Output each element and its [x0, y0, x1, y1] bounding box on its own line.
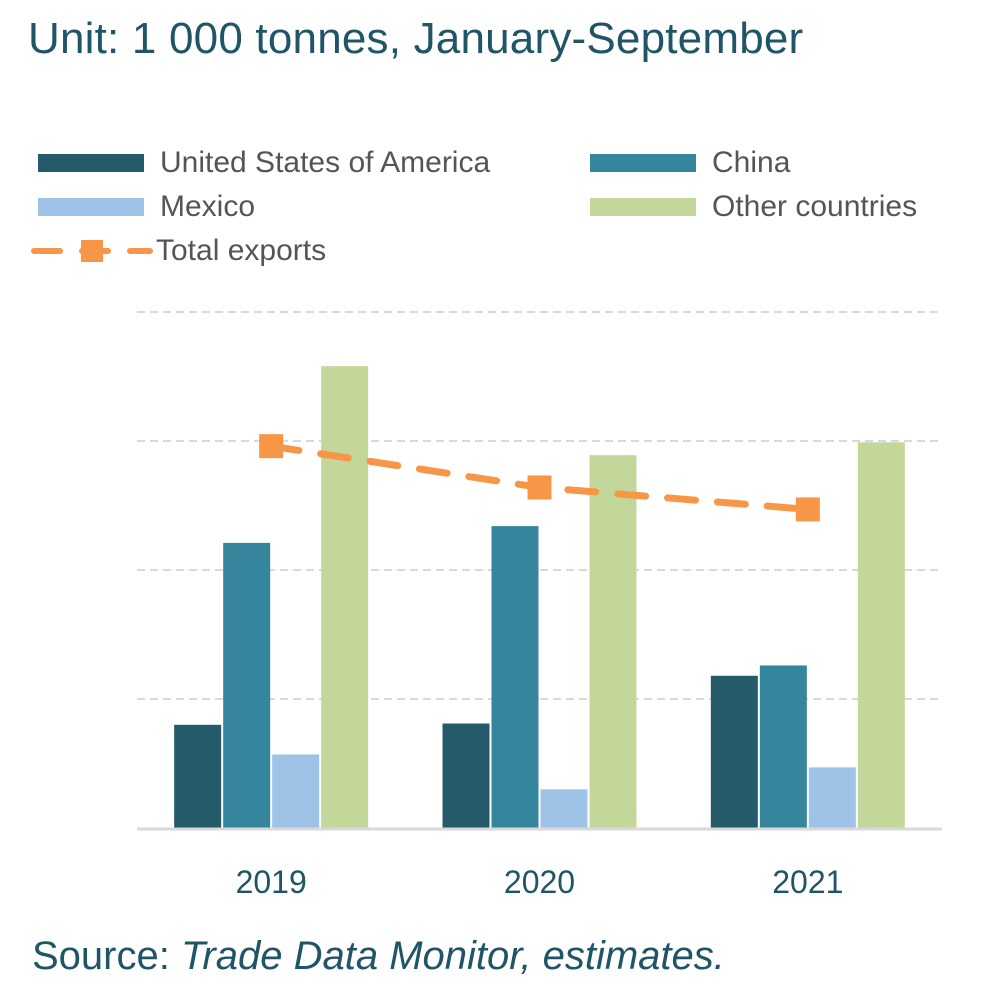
legend-swatch-other	[590, 198, 696, 216]
bar-usa-2019	[174, 724, 222, 828]
total-exports-marker-2019	[259, 434, 284, 459]
bar-china-2021	[759, 665, 807, 828]
x-tick-label-2021: 2021	[772, 864, 843, 900]
legend-item-total: Total exports	[30, 234, 326, 268]
source-prefix: Source:	[32, 934, 181, 978]
chart-title: Unit: 1 000 tonnes, January-September	[28, 14, 804, 63]
bar-china-2019	[223, 542, 271, 828]
legend-item-usa: United States of America	[38, 146, 490, 180]
source-text: Trade Data Monitor, estimates.	[180, 934, 725, 978]
bar-mexico-2021	[808, 767, 856, 828]
legend-item-china: China	[590, 146, 790, 180]
bar-china-2020	[491, 526, 539, 828]
bar-usa-2021	[710, 675, 758, 828]
total-exports-marker-2020	[527, 475, 552, 500]
x-tick-label-2019: 2019	[236, 864, 307, 900]
bar-mexico-2020	[540, 789, 588, 828]
legend-label-china: China	[712, 146, 791, 179]
x-tick-label-2020: 2020	[504, 864, 575, 900]
bars	[174, 366, 905, 828]
total-exports-marker-2021	[795, 497, 820, 522]
bar-other-2020	[589, 455, 637, 828]
legend-swatch-usa	[38, 154, 144, 172]
x-tick-labels: 2019 2020 2021	[236, 864, 844, 900]
legend-swatch-total	[31, 240, 153, 262]
legend-item-mexico: Mexico	[38, 190, 255, 224]
total-exports-line	[259, 434, 820, 522]
bar-other-2019	[321, 366, 369, 828]
legend-swatch-china	[590, 154, 696, 172]
bar-usa-2020	[442, 723, 490, 828]
legend-label-total: Total exports	[156, 234, 327, 267]
legend-label-usa: United States of America	[160, 146, 491, 179]
legend-item-other: Other countries	[590, 190, 917, 224]
bar-mexico-2019	[272, 754, 320, 828]
legend-label-other: Other countries	[712, 190, 918, 223]
source-note: Source: Trade Data Monitor, estimates.	[32, 934, 725, 979]
legend-label-mexico: Mexico	[160, 190, 256, 223]
bar-other-2021	[857, 442, 905, 828]
legend-swatch-mexico	[38, 198, 144, 216]
